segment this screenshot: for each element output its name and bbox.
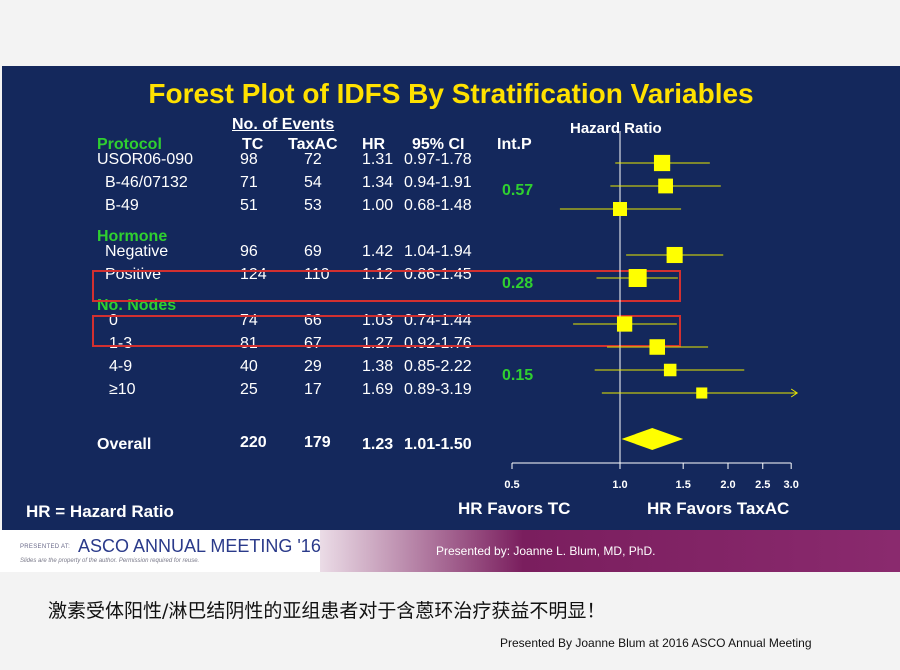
hr-marker xyxy=(613,202,627,216)
overall-ci: 1.01-1.50 xyxy=(404,436,472,453)
row-label: ≥10 xyxy=(109,381,136,398)
credit-text: Presented By Joanne Blum at 2016 ASCO An… xyxy=(500,636,812,650)
row-taxac: 29 xyxy=(304,358,322,375)
row-tc: 40 xyxy=(240,358,258,375)
row-label: 4-9 xyxy=(109,358,133,375)
row-hr: 1.27 xyxy=(362,335,394,352)
row-tc: 96 xyxy=(240,243,258,260)
presenter-name: Presented by: Joanne L. Blum, MD, PhD. xyxy=(436,544,656,558)
row-hr: 1.34 xyxy=(362,174,394,191)
row-hr: 1.42 xyxy=(362,243,394,260)
highlight-box-positive xyxy=(92,270,681,302)
favors-tc-label: HR Favors TC xyxy=(458,499,571,518)
row-ci: 0.94-1.91 xyxy=(404,174,472,191)
row-hr: 1.38 xyxy=(362,358,394,375)
row-hr: 1.69 xyxy=(362,381,394,398)
row-label: 1-3 xyxy=(109,335,133,352)
row-label: 0 xyxy=(109,312,118,329)
col-ci: 95% CI xyxy=(412,136,465,153)
slide-title: Forest Plot of IDFS By Stratification Va… xyxy=(148,78,754,109)
hr-marker xyxy=(653,154,671,172)
row-ci: 0.97-1.78 xyxy=(404,151,472,168)
col-hr: HR xyxy=(362,136,386,153)
row-taxac: 53 xyxy=(304,197,322,214)
hazard-ratio-label: Hazard Ratio xyxy=(570,120,662,137)
group-hormone: Hormone xyxy=(97,228,168,245)
meeting-name: ASCO ANNUAL MEETING '16 xyxy=(78,536,321,556)
overall-hr: 1.23 xyxy=(362,436,394,453)
events-header: No. of Events xyxy=(232,116,335,133)
x-tick-label: 0.5 xyxy=(504,479,519,491)
hr-marker xyxy=(616,316,633,332)
ci-arrow xyxy=(790,388,799,398)
row-ci: 0.68-1.48 xyxy=(404,197,472,214)
hr-definition: HR = Hazard Ratio xyxy=(26,502,174,521)
row-label: USOR06-090 xyxy=(97,151,194,168)
hr-marker xyxy=(663,363,677,377)
col-taxac: TaxAC xyxy=(288,136,338,153)
footer-banner: PRESENTED AT: ASCO ANNUAL MEETING '16 Sl… xyxy=(0,530,900,572)
col-intp: Int.P xyxy=(497,136,532,153)
row-ci: 1.04-1.94 xyxy=(404,243,472,260)
footer-band xyxy=(320,530,900,572)
forest-plot: 0.5 1.0 1.5 2.0 2.5 3.0 xyxy=(504,131,799,491)
row-ci: 0.85-2.22 xyxy=(404,358,472,375)
int-p-nodes: 0.15 xyxy=(502,367,534,384)
row-taxac: 69 xyxy=(304,243,322,260)
row-ci: 0.92-1.76 xyxy=(404,335,472,352)
int-p-protocol: 0.57 xyxy=(502,182,534,199)
row-tc: 25 xyxy=(240,381,258,398)
x-tick-label: 2.0 xyxy=(720,479,735,491)
row-taxac: 17 xyxy=(304,381,322,398)
presented-at-label: PRESENTED AT: xyxy=(20,544,71,550)
hr-marker xyxy=(666,246,683,264)
int-p-hormone: 0.28 xyxy=(502,275,534,292)
favors-taxac-label: HR Favors TaxAC xyxy=(647,499,790,518)
x-tick-label: 1.0 xyxy=(612,479,627,491)
hr-marker xyxy=(628,269,647,287)
row-tc: 81 xyxy=(240,335,258,352)
col-tc: TC xyxy=(242,136,264,153)
overall-taxac: 179 xyxy=(304,434,331,451)
x-tick-label: 2.5 xyxy=(755,479,770,491)
hr-marker xyxy=(658,178,673,194)
copyright-note: Slides are the property of the author. P… xyxy=(20,558,200,564)
row-label: B-49 xyxy=(105,197,139,214)
x-tick-label: 3.0 xyxy=(784,479,799,491)
row-tc: 51 xyxy=(240,197,258,214)
row-taxac: 54 xyxy=(304,174,322,191)
x-tick-label: 1.5 xyxy=(676,479,691,491)
row-ci: 0.89-3.19 xyxy=(404,381,472,398)
row-hr: 1.31 xyxy=(362,151,394,168)
overall-diamond xyxy=(621,428,684,450)
highlight-box-nodes-0 xyxy=(92,315,681,347)
row-tc: 71 xyxy=(240,174,258,191)
row-tc: 98 xyxy=(240,151,258,168)
hr-marker xyxy=(696,387,708,399)
hr-marker xyxy=(649,339,666,355)
row-label: Negative xyxy=(105,243,169,260)
row-taxac: 67 xyxy=(304,335,322,352)
overall-tc: 220 xyxy=(240,434,267,451)
row-taxac: 72 xyxy=(304,151,322,168)
row-label: B-46/07132 xyxy=(105,174,188,191)
slide: Forest Plot of IDFS By Stratification Va… xyxy=(2,66,900,530)
overall-label: Overall xyxy=(97,436,152,453)
row-hr: 1.00 xyxy=(362,197,394,214)
group-protocol: Protocol xyxy=(97,136,162,153)
caption-text: 激素受体阳性/淋巴结阴性的亚组患者对于含蒽环治疗获益不明显！ xyxy=(48,600,606,622)
